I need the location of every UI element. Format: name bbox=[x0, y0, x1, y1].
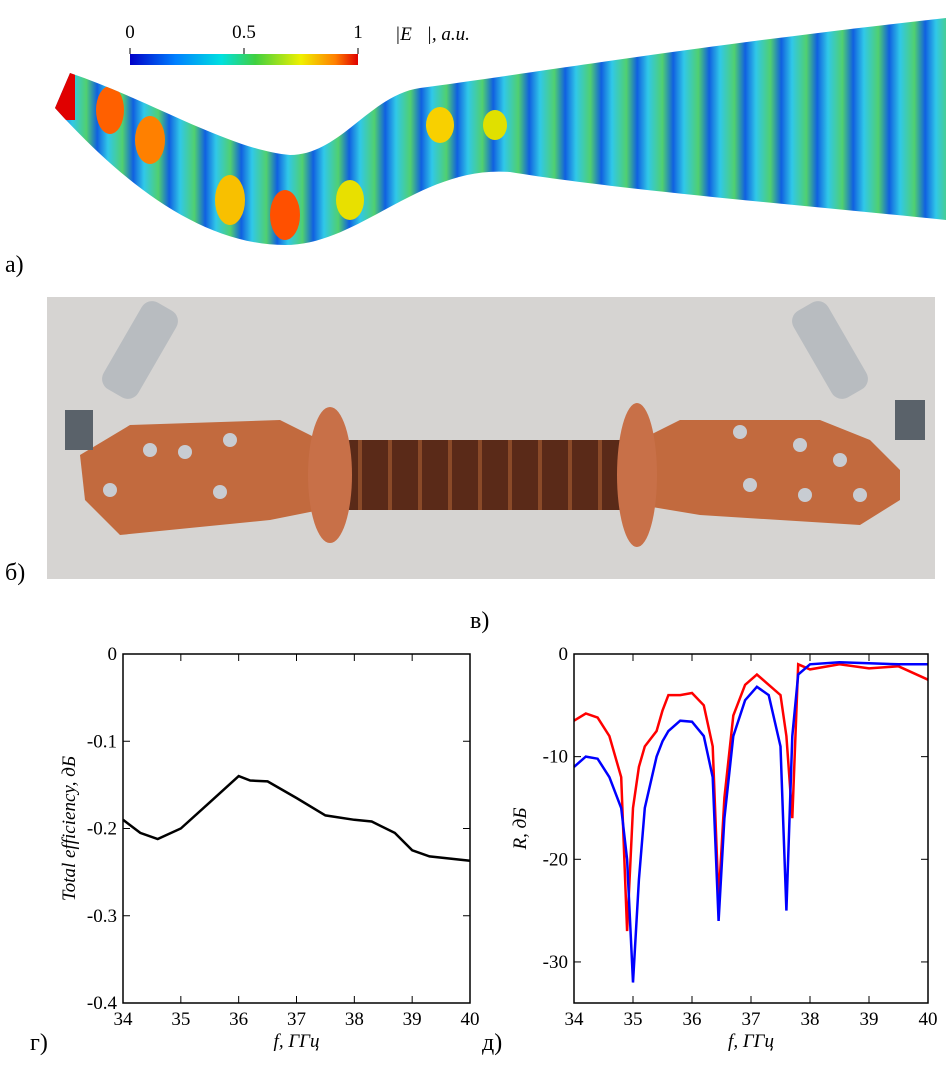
x-tick-label: 36 bbox=[229, 1009, 248, 1030]
y-tick-label: -0.3 bbox=[87, 906, 117, 927]
panel-label: д) bbox=[482, 1030, 502, 1056]
x-tick-label: 38 bbox=[345, 1009, 364, 1030]
x-tick-label: 34 bbox=[565, 1009, 585, 1030]
panel-label: а) bbox=[5, 252, 24, 278]
colorbar-tick-label: 0.5 bbox=[232, 22, 256, 43]
y-tick-label: -20 bbox=[543, 849, 568, 870]
x-tick-label: 37 bbox=[742, 1009, 761, 1030]
x-tick-label: 35 bbox=[624, 1009, 643, 1030]
x-tick-label: 37 bbox=[287, 1009, 306, 1030]
panel-label: б) bbox=[5, 560, 25, 586]
x-tick-label: 36 bbox=[683, 1009, 702, 1030]
colorbar-tick-label: 0 bbox=[125, 22, 135, 43]
data-line bbox=[573, 660, 928, 983]
data-line bbox=[122, 774, 471, 863]
x-tick-label: 40 bbox=[919, 1009, 938, 1030]
colorbar bbox=[130, 54, 358, 65]
y-axis-label: Total efficiency, дБ bbox=[59, 756, 80, 901]
colorbar-label: |E⃗|, a.u. bbox=[395, 24, 470, 45]
x-tick-label: 35 bbox=[171, 1009, 190, 1030]
y-tick-label: -0.2 bbox=[87, 819, 117, 840]
plot-frame bbox=[122, 653, 471, 1004]
x-tick-label: 40 bbox=[461, 1009, 480, 1030]
y-tick-label: -30 bbox=[543, 952, 568, 973]
x-tick-label: 39 bbox=[860, 1009, 879, 1030]
y-tick-label: 0 bbox=[108, 644, 118, 665]
x-tick-label: 38 bbox=[801, 1009, 820, 1030]
data-line bbox=[573, 662, 929, 932]
photo bbox=[47, 297, 935, 579]
y-tick-label: 0 bbox=[559, 644, 569, 665]
plot-frame bbox=[573, 653, 929, 1004]
y-axis-label: R, дБ bbox=[510, 808, 531, 851]
x-axis-label: f, ГГц bbox=[728, 1031, 774, 1052]
y-tick-label: -0.1 bbox=[87, 731, 117, 752]
y-tick-label: -10 bbox=[543, 747, 568, 768]
x-axis-label: f, ГГц bbox=[274, 1031, 320, 1052]
panel-label: г) bbox=[30, 1030, 48, 1056]
field-map bbox=[55, 18, 946, 245]
x-tick-label: 39 bbox=[403, 1009, 422, 1030]
colorbar-tick-label: 1 bbox=[353, 22, 363, 43]
panel-label: в) bbox=[470, 608, 489, 634]
x-tick-label: 34 bbox=[114, 1009, 134, 1030]
y-tick-label: -0.4 bbox=[87, 993, 118, 1014]
